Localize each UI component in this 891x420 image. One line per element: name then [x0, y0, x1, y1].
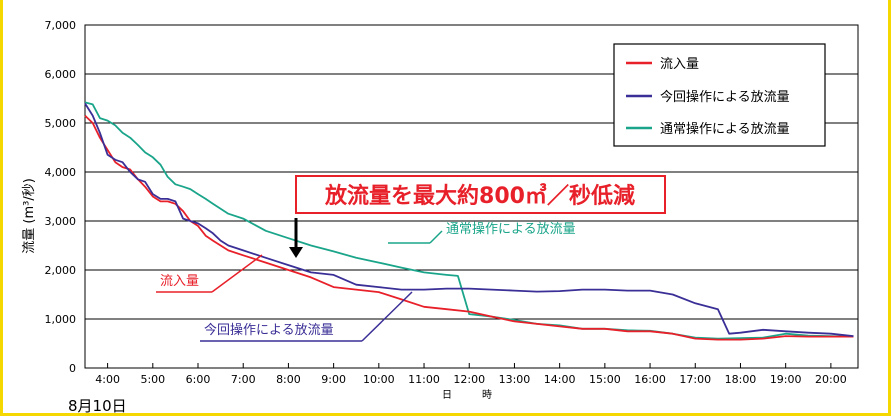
- x-tick-label: 18:00: [725, 373, 757, 386]
- legend: 流入量 今回操作による放流量 通常操作による放流量: [613, 43, 826, 147]
- legend-label-normal-release: 通常操作による放流量: [660, 121, 790, 137]
- series-line-0: [84, 114, 854, 341]
- callout-normal-release: 通常操作による放流量: [388, 221, 576, 244]
- callout-normal-text: 通常操作による放流量: [446, 221, 576, 237]
- x-tick-label: 19:00: [770, 373, 802, 386]
- x-tick-label: 9:00: [321, 373, 346, 386]
- headline-text: 放流量を最大約800㎥／秒低減: [324, 183, 635, 209]
- reduction-arrow-head: [289, 247, 303, 258]
- x-axis-label: 日 時: [442, 389, 502, 401]
- y-tick-label: 1,000: [45, 313, 77, 326]
- x-tick-label: 4:00: [95, 373, 120, 386]
- series-line-1: [84, 102, 854, 337]
- x-axis-ticks: 4:00 5:00 6:00 7:00 8:00 9:00 10:00 11:00 12:00 1…: [95, 363, 847, 386]
- legend-label-current-release: 今回操作による放流量: [660, 89, 790, 105]
- x-tick-label: 17:00: [679, 373, 711, 386]
- x-tick-label: 10:00: [363, 373, 395, 386]
- y-tick-label: 0: [69, 362, 76, 375]
- x-tick-label: 15:00: [589, 373, 621, 386]
- x-tick-label: 13:00: [499, 373, 531, 386]
- callout-normal-leader-diag: [429, 230, 443, 244]
- y-tick-label: 5,000: [45, 117, 77, 130]
- x-tick-label: 20:00: [815, 373, 847, 386]
- y-tick-label: 6,000: [45, 68, 77, 81]
- y-axis-ticks: 0 1,000 2,000 3,000 4,000 5,000 6,000 7,000: [45, 19, 77, 375]
- headline-box: [295, 175, 666, 214]
- y-axis-label: 流量 (m³/秒): [22, 178, 37, 254]
- x-tick-label: 5:00: [140, 373, 165, 386]
- legend-label-inflow: 流入量: [660, 57, 699, 72]
- x-tick-label: 11:00: [408, 373, 440, 386]
- callout-inflow-text: 流入量: [160, 274, 199, 289]
- x-tick-label: 7:00: [231, 373, 256, 386]
- date-label: 8月10日: [68, 397, 127, 415]
- reduction-annotation: 放流量を最大約800㎥／秒低減: [289, 175, 666, 258]
- series-lines: [84, 101, 854, 341]
- callout-current-leader-diag: [361, 291, 413, 342]
- y-tick-label: 3,000: [45, 215, 77, 228]
- y-tick-label: 4,000: [45, 166, 77, 179]
- x-tick-label: 8:00: [276, 373, 301, 386]
- x-tick-label: 16:00: [634, 373, 666, 386]
- x-tick-label: 14:00: [544, 373, 576, 386]
- callout-inflow: 流入量: [156, 254, 263, 293]
- callout-current-release: 今回操作による放流量: [200, 291, 413, 342]
- x-tick-label: 6:00: [186, 373, 211, 386]
- callout-current-text: 今回操作による放流量: [204, 322, 334, 338]
- callout-inflow-leader-diag: [211, 254, 263, 293]
- y-tick-label: 7,000: [45, 19, 77, 32]
- x-tick-label: 12:00: [453, 373, 485, 386]
- y-tick-label: 2,000: [45, 264, 77, 277]
